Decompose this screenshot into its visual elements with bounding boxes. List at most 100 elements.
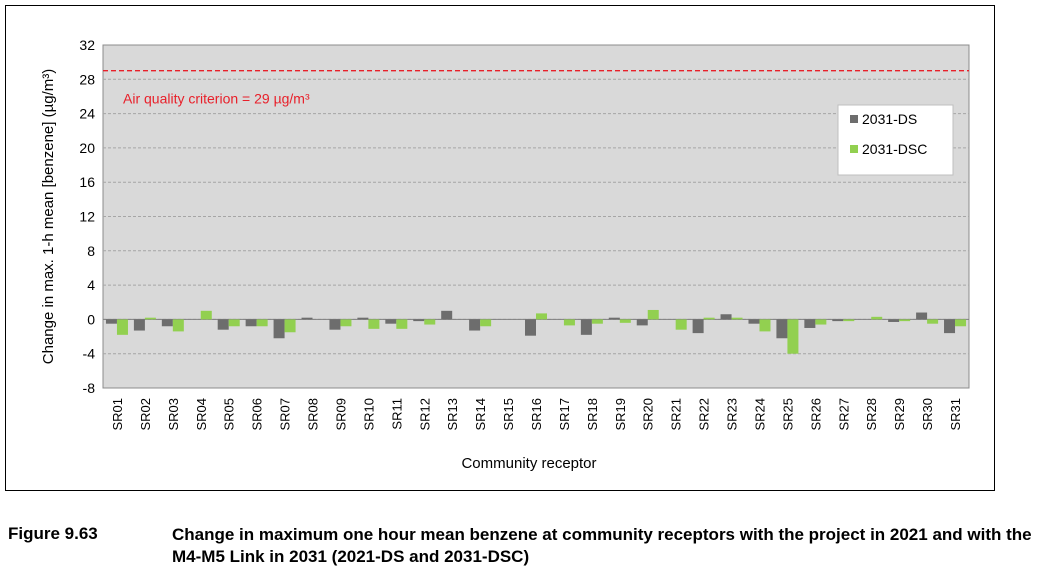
bar-ds-sr20 — [637, 319, 648, 325]
bar-ds-sr12 — [413, 319, 424, 321]
bar-ds-sr23 — [721, 314, 732, 319]
x-tick-label: SR04 — [194, 398, 209, 431]
bar-ds-sr02 — [134, 319, 145, 330]
bar-ds-sr06 — [246, 319, 257, 326]
x-tick-label: SR15 — [501, 398, 516, 431]
bar-ds-sr30 — [916, 313, 927, 320]
bar-dsc-sr09 — [340, 319, 351, 326]
y-tick-label: 4 — [87, 277, 95, 293]
legend-label-dsc: 2031-DSC — [862, 141, 927, 157]
bar-dsc-sr05 — [229, 319, 240, 326]
x-tick-label: SR11 — [389, 398, 404, 430]
bar-ds-sr25 — [776, 319, 787, 338]
bar-dsc-sr24 — [759, 319, 770, 331]
bar-ds-sr11 — [385, 319, 396, 323]
bar-dsc-sr30 — [927, 319, 938, 323]
x-tick-label: SR02 — [138, 398, 153, 431]
bar-ds-sr05 — [218, 319, 229, 329]
y-tick-label: 16 — [79, 174, 95, 190]
bar-dsc-sr21 — [676, 319, 687, 329]
x-tick-label: SR23 — [725, 398, 740, 431]
x-tick-label: SR08 — [306, 398, 321, 431]
bar-dsc-sr16 — [536, 313, 547, 319]
y-tick-label: -4 — [83, 346, 96, 362]
bar-ds-sr26 — [804, 319, 815, 328]
x-tick-label: SR07 — [278, 398, 293, 431]
x-tick-label: SR25 — [780, 398, 795, 431]
bar-ds-sr07 — [274, 319, 285, 338]
bar-ds-sr14 — [469, 319, 480, 330]
criterion-label: Air quality criterion = 29 µg/m³ — [123, 91, 310, 107]
bar-ds-sr27 — [832, 319, 843, 321]
y-tick-label: 28 — [79, 71, 95, 87]
bar-dsc-sr12 — [424, 319, 435, 324]
bar-ds-sr16 — [525, 319, 536, 335]
bar-ds-sr22 — [693, 319, 704, 333]
y-tick-label: 32 — [79, 37, 95, 53]
y-axis-title: Change in max. 1-h mean [benzene] (µg/m³… — [40, 69, 57, 364]
x-tick-label: SR21 — [669, 398, 684, 431]
bar-dsc-sr26 — [815, 319, 826, 324]
bar-dsc-sr14 — [480, 319, 491, 326]
x-tick-label: SR18 — [585, 398, 600, 431]
bar-chart: -8 -4 0 4 8 12 16 20 24 28 32 Air quality criterion… — [6, 6, 994, 490]
y-tick-label: 0 — [87, 311, 95, 327]
x-tick-label: SR09 — [333, 398, 348, 431]
bar-dsc-sr11 — [396, 319, 407, 328]
bar-ds-sr13 — [441, 311, 452, 320]
bar-dsc-sr29 — [899, 319, 910, 321]
bar-dsc-sr07 — [285, 319, 296, 332]
y-tick-label: 20 — [79, 140, 95, 156]
bar-dsc-sr20 — [648, 310, 659, 319]
bar-ds-sr01 — [106, 319, 117, 323]
x-tick-label: SR26 — [808, 398, 823, 431]
x-tick-label: SR30 — [920, 398, 935, 431]
bar-ds-sr08 — [302, 318, 313, 320]
bar-dsc-sr01 — [117, 319, 128, 334]
bar-dsc-sr28 — [871, 317, 882, 320]
bar-ds-sr31 — [944, 319, 955, 333]
x-tick-label: SR31 — [948, 398, 963, 431]
x-tick-label: SR20 — [641, 398, 656, 431]
bar-ds-sr18 — [581, 319, 592, 334]
x-tick-label: SR19 — [613, 398, 628, 431]
bar-dsc-sr22 — [704, 318, 715, 320]
x-tick-label: SR13 — [445, 398, 460, 431]
x-tick-label: SR05 — [222, 398, 237, 431]
x-tick-label: SR27 — [836, 398, 851, 431]
y-tick-label: 12 — [79, 209, 95, 225]
bar-dsc-sr17 — [564, 319, 575, 325]
bar-ds-sr29 — [888, 319, 899, 322]
y-tick-label: 8 — [87, 243, 95, 259]
bar-dsc-sr19 — [620, 319, 631, 322]
bar-dsc-sr18 — [592, 319, 603, 323]
x-tick-label: SR12 — [417, 398, 432, 431]
x-tick-label: SR24 — [752, 398, 767, 431]
bar-dsc-sr23 — [732, 318, 743, 320]
figure-caption-text: Change in maximum one hour mean benzene … — [172, 524, 1057, 568]
x-tick-label: SR22 — [697, 398, 712, 431]
x-axis-title: Community receptor — [461, 455, 596, 472]
legend-label-ds: 2031-DS — [862, 111, 917, 127]
bar-dsc-sr25 — [787, 319, 798, 353]
bar-dsc-sr31 — [955, 319, 966, 326]
x-tick-label: SR01 — [110, 398, 125, 431]
bar-dsc-sr06 — [257, 319, 268, 326]
bar-ds-sr24 — [748, 319, 759, 323]
bar-dsc-sr10 — [368, 319, 379, 328]
bar-ds-sr09 — [329, 319, 340, 329]
bar-dsc-sr04 — [201, 311, 212, 320]
bar-ds-sr10 — [357, 318, 368, 320]
y-tick-label: -8 — [83, 380, 96, 396]
bar-dsc-sr02 — [145, 318, 156, 320]
bar-ds-sr03 — [162, 319, 173, 326]
bar-dsc-sr03 — [173, 319, 184, 331]
x-tick-label: SR14 — [473, 398, 488, 431]
bar-dsc-sr27 — [843, 319, 854, 321]
bar-ds-sr19 — [609, 318, 620, 320]
chart-frame: -8 -4 0 4 8 12 16 20 24 28 32 Air quality criterion… — [5, 5, 995, 491]
x-tick-label: SR06 — [250, 398, 265, 431]
y-tick-label: 24 — [79, 106, 95, 122]
x-tick-label: SR17 — [557, 398, 572, 431]
legend-swatch-ds — [850, 115, 858, 123]
